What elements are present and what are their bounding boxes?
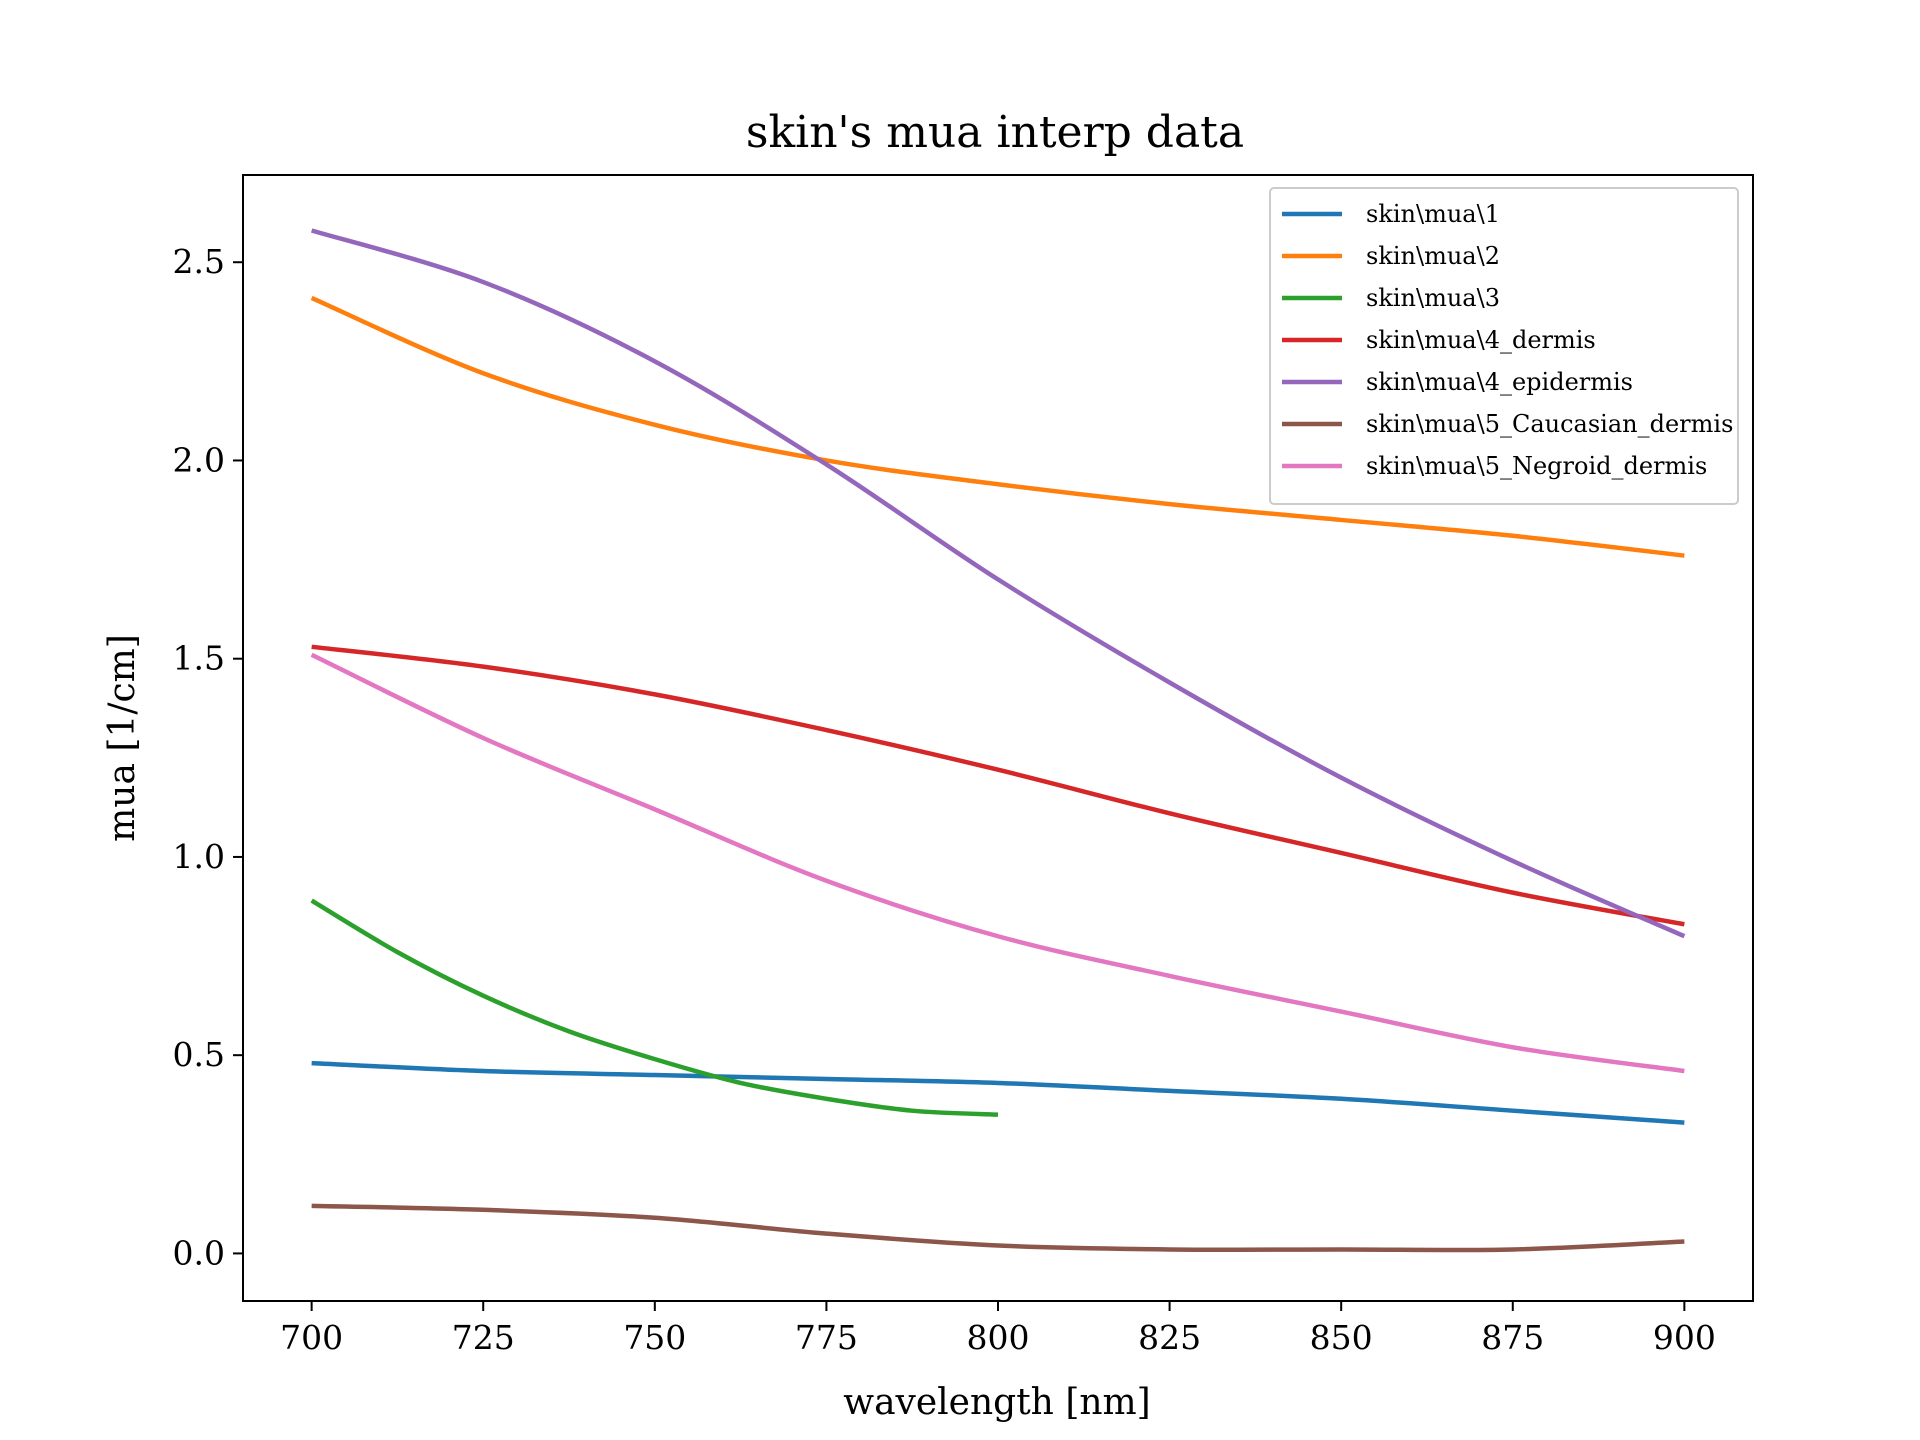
legend-label: skin\mua\5_Caucasian_dermis xyxy=(1366,410,1733,438)
x-tick-label: 725 xyxy=(452,1318,515,1357)
y-axis: 0.0 0.5 1.0 1.5 2.0 2.5 xyxy=(173,242,243,1272)
legend-label: skin\mua\4_epidermis xyxy=(1366,368,1633,396)
x-tick-label: 850 xyxy=(1310,1318,1373,1357)
x-tick-label: 700 xyxy=(280,1318,343,1357)
y-axis-label: mua [1/cm] xyxy=(102,634,143,842)
y-tick-label: 0.0 xyxy=(173,1233,225,1272)
x-tick-label: 750 xyxy=(623,1318,686,1357)
x-axis-label: wavelength [nm] xyxy=(843,1382,1150,1423)
x-tick-label: 875 xyxy=(1481,1318,1544,1357)
legend-label: skin\mua\3 xyxy=(1366,284,1500,312)
legend-label: skin\mua\2 xyxy=(1366,242,1500,270)
chart-title: skin's mua interp data xyxy=(746,107,1244,158)
y-tick-label: 2.5 xyxy=(173,242,225,281)
y-tick-label: 1.5 xyxy=(173,639,225,678)
series-line-3 xyxy=(310,898,999,1117)
x-axis: 700 725 750 775 800 825 850 875 900 xyxy=(280,1301,1716,1357)
series-layer xyxy=(310,228,1686,1253)
series-line-2 xyxy=(310,295,1685,558)
x-tick-label: 775 xyxy=(795,1318,858,1357)
series-line-5 xyxy=(310,228,1686,939)
legend-label: skin\mua\4_dermis xyxy=(1366,326,1596,354)
legend-frame xyxy=(1269,187,1739,505)
series-line-4 xyxy=(311,644,1685,927)
legend-label: skin\mua\5_Negroid_dermis xyxy=(1366,452,1707,480)
series-line-1 xyxy=(311,1060,1685,1125)
y-tick-label: 2.0 xyxy=(173,440,225,479)
x-tick-label: 825 xyxy=(1138,1318,1201,1357)
series-line-6 xyxy=(311,1203,1685,1253)
y-tick-label: 1.0 xyxy=(173,837,225,876)
legend: skin\mua\1 skin\mua\2 skin\mua\3 skin\mua\4… xyxy=(1269,187,1739,505)
x-tick-label: 800 xyxy=(967,1318,1030,1357)
series-line-7 xyxy=(310,652,1685,1074)
legend-label: skin\mua\1 xyxy=(1366,200,1500,228)
y-tick-label: 0.5 xyxy=(173,1035,225,1074)
x-tick-label: 900 xyxy=(1653,1318,1716,1357)
